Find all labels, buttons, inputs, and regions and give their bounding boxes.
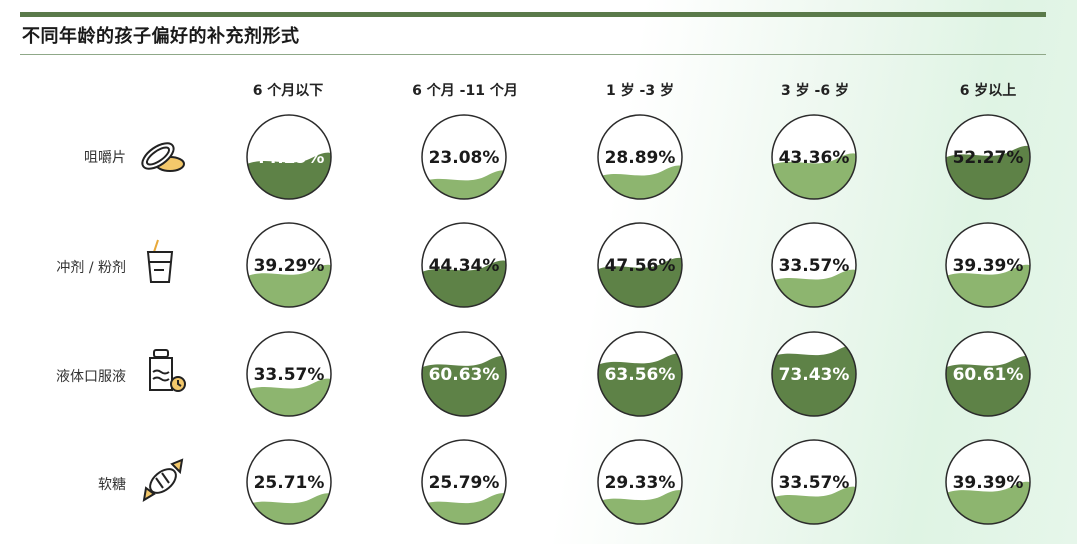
- value-label: 63.56%: [605, 365, 676, 385]
- liquid-bottle-icon: [149, 349, 186, 392]
- circle-outline: [246, 331, 332, 417]
- value-circle: 52.27%: [945, 114, 1031, 200]
- value-circle: 44.29%: [246, 114, 332, 200]
- column-header: 6 个月以下: [252, 83, 324, 99]
- value-label: 39.29%: [254, 256, 325, 276]
- value-circle: 28.89%: [597, 114, 683, 200]
- value-circle: 33.57%: [771, 222, 857, 308]
- circle-outline: [771, 439, 857, 525]
- candy-icon: [142, 458, 184, 502]
- value-label: 33.57%: [254, 365, 325, 385]
- fill-wave: [598, 257, 682, 307]
- circle-outline: [421, 331, 507, 417]
- circle-outline: [597, 439, 683, 525]
- fill-wave: [247, 152, 331, 199]
- fill-wave: [772, 153, 856, 199]
- fill-wave: [772, 345, 856, 416]
- fill-wave: [946, 356, 1030, 416]
- fill-wave: [422, 356, 506, 416]
- row-label: 液体口服液: [56, 369, 126, 385]
- value-label: 60.61%: [953, 365, 1024, 385]
- value-circle: 63.56%: [597, 331, 683, 417]
- cup-straw-icon: [146, 239, 174, 283]
- value-circle: 44.34%: [421, 222, 507, 308]
- circle-outline: [421, 439, 507, 525]
- value-circle: 39.39%: [945, 222, 1031, 308]
- value-label: 44.29%: [254, 148, 325, 168]
- fill-wave: [946, 146, 1030, 199]
- value-circle: 25.79%: [421, 439, 507, 525]
- value-circle: 33.57%: [771, 439, 857, 525]
- value-circle: 29.33%: [597, 439, 683, 525]
- column-header: 6 个月 -11 个月: [412, 83, 518, 99]
- value-label: 47.56%: [605, 256, 676, 276]
- value-label: 25.79%: [429, 473, 500, 493]
- value-circle: 23.08%: [421, 114, 507, 200]
- value-label: 33.57%: [779, 256, 850, 276]
- circle-outline: [597, 331, 683, 417]
- value-circle: 60.63%: [421, 331, 507, 417]
- value-label: 25.71%: [254, 473, 325, 493]
- column-header: 6 岁以上: [959, 83, 1017, 99]
- value-label: 43.36%: [779, 148, 850, 168]
- circle-outline: [597, 222, 683, 308]
- circle-outline: [246, 114, 332, 200]
- circle-outline: [945, 114, 1031, 200]
- value-label: 39.39%: [953, 473, 1024, 493]
- column-header: 1 岁 -3 岁: [606, 83, 674, 99]
- chart-title: 不同年龄的孩子偏好的补充剂形式: [22, 26, 300, 47]
- value-circle: 43.36%: [771, 114, 857, 200]
- value-label: 52.27%: [953, 148, 1024, 168]
- column-header: 3 岁 -6 岁: [781, 83, 849, 99]
- value-circle: 39.29%: [246, 222, 332, 308]
- circle-outline: [771, 114, 857, 200]
- title-divider: [20, 54, 1046, 55]
- circle-outline: [771, 222, 857, 308]
- value-circle: 25.71%: [246, 439, 332, 525]
- circle-outline: [597, 114, 683, 200]
- value-label: 73.43%: [779, 365, 850, 385]
- circle-outline: [421, 114, 507, 200]
- value-circle: 33.57%: [246, 331, 332, 417]
- value-circle: 39.39%: [945, 439, 1031, 525]
- circle-outline: [945, 439, 1031, 525]
- value-label: 23.08%: [429, 148, 500, 168]
- circle-outline: [771, 331, 857, 417]
- value-label: 28.89%: [605, 148, 676, 168]
- value-label: 60.63%: [429, 365, 500, 385]
- value-label: 39.39%: [953, 256, 1024, 276]
- value-circle: 60.61%: [945, 331, 1031, 417]
- circle-outline: [246, 222, 332, 308]
- value-label: 29.33%: [605, 473, 676, 493]
- chewable-tablet-icon: [141, 142, 185, 172]
- circle-outline: [945, 331, 1031, 417]
- circle-outline: [945, 222, 1031, 308]
- row-label: 冲剂 / 粉剂: [56, 260, 126, 276]
- value-label: 33.57%: [779, 473, 850, 493]
- circle-outline: [421, 222, 507, 308]
- row-label: 咀嚼片: [84, 150, 126, 166]
- value-circle: 73.43%: [771, 331, 857, 417]
- row-label: 软糖: [98, 477, 126, 493]
- value-label: 44.34%: [429, 256, 500, 276]
- fill-wave: [422, 260, 506, 307]
- top-accent-bar: [20, 12, 1046, 17]
- value-circle: 47.56%: [597, 222, 683, 308]
- circle-outline: [246, 439, 332, 525]
- fill-wave: [598, 353, 682, 416]
